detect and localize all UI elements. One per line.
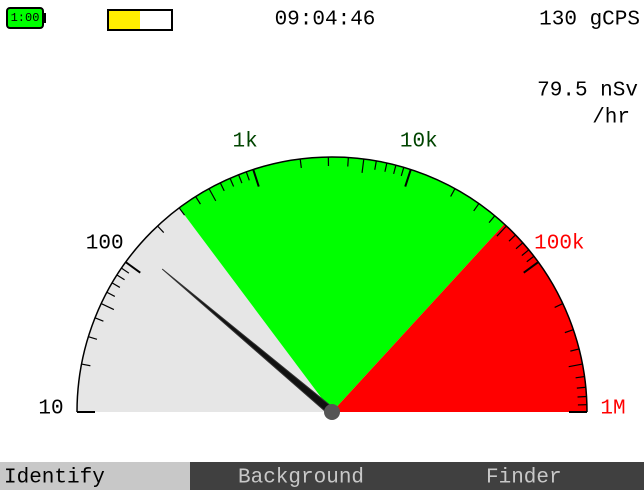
dose-rate: 79.5 nSv (537, 80, 638, 103)
menu-item[interactable]: Finder (486, 467, 562, 490)
minor-tick (578, 396, 587, 397)
count-rate: 130 gCPS (539, 9, 640, 32)
dose-unit: /hr (592, 107, 630, 130)
scale-label: 10 (38, 398, 63, 421)
scale-label: 100 (86, 232, 124, 255)
menu-item[interactable]: Background (238, 467, 364, 490)
scale-label: 100k (534, 232, 584, 255)
scale-label: 1M (600, 398, 625, 421)
battery-text: 1:00 (11, 11, 40, 25)
minor-tick (348, 158, 349, 167)
menu-item[interactable]: Identify (4, 467, 105, 490)
needle-hub (324, 404, 340, 420)
level-bar (109, 11, 140, 29)
clock: 09:04:46 (275, 9, 376, 32)
scale-label: 10k (400, 130, 438, 153)
battery-tip (43, 13, 46, 23)
scale-label: 1k (233, 130, 258, 153)
